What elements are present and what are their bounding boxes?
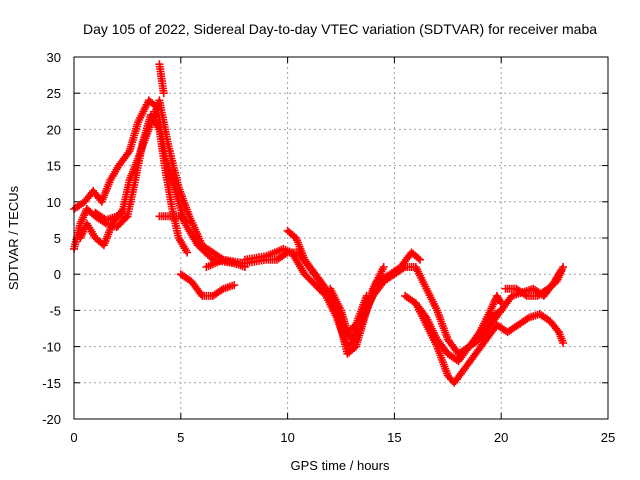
y-tick-label: -20 — [42, 412, 61, 427]
y-tick-label: 10 — [47, 195, 61, 210]
x-tick-label: 20 — [494, 430, 508, 445]
x-axis-label: GPS time / hours — [291, 458, 390, 473]
series-trace-3 — [76, 96, 249, 271]
chart-title: Day 105 of 2022, Sidereal Day-to-day VTE… — [83, 21, 597, 37]
y-tick-label: 20 — [47, 122, 61, 137]
series-trace-5 — [155, 212, 192, 228]
series-markers — [401, 291, 568, 387]
x-tick-label: 10 — [280, 430, 294, 445]
series-trace-6 — [91, 208, 132, 224]
y-tick-label: 0 — [54, 267, 61, 282]
y-tick-label: 25 — [47, 86, 61, 101]
y-tick-label: -5 — [49, 303, 61, 318]
x-tick-label: 0 — [70, 430, 77, 445]
series-markers — [155, 212, 192, 228]
y-tick-label: 30 — [47, 50, 61, 65]
series-markers — [283, 226, 388, 358]
series-trace-11 — [326, 284, 371, 337]
series-markers — [475, 266, 565, 337]
y-tick-label: -10 — [42, 340, 61, 355]
data-series — [70, 60, 568, 387]
plot-frame — [73, 56, 609, 420]
y-tick-label: 5 — [54, 231, 61, 246]
x-tick-label: 25 — [601, 430, 615, 445]
series-markers — [76, 96, 249, 271]
y-tick-label: -15 — [42, 376, 61, 391]
x-tick-label: 15 — [387, 430, 401, 445]
series-trace-4 — [155, 60, 168, 98]
series-markers — [155, 60, 168, 98]
x-tick-label: 5 — [177, 430, 184, 445]
y-axis-label: SDTVAR / TECUs — [6, 185, 21, 290]
series-markers — [176, 270, 239, 300]
y-tick-label: 15 — [47, 159, 61, 174]
series-trace-15 — [475, 266, 565, 337]
series-trace-12 — [401, 291, 568, 387]
y-tick-labels: -20 -15 -10 -5 0 5 10 15 20 25 30 — [42, 50, 61, 427]
series-markers — [326, 284, 371, 337]
series-trace-7 — [176, 270, 239, 300]
series-trace-10 — [283, 226, 388, 358]
series-markers — [91, 208, 132, 224]
x-tick-labels: 0 5 10 15 20 25 — [70, 430, 615, 445]
